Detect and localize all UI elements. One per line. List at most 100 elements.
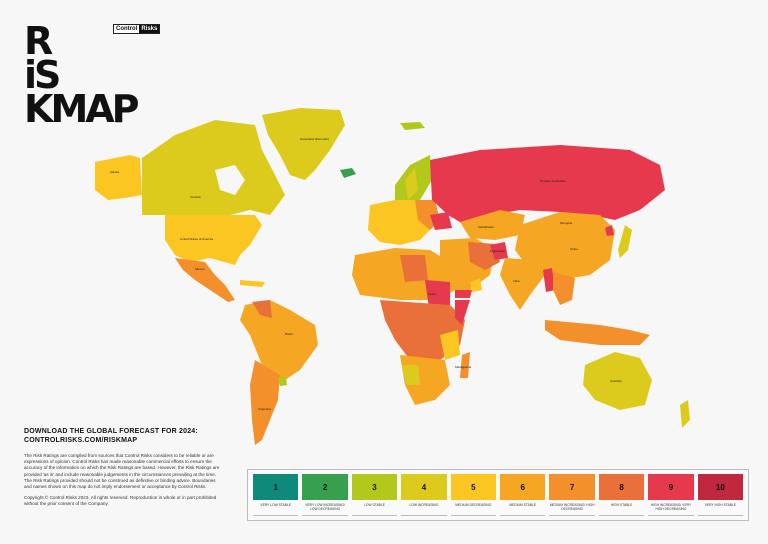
region-greenland[interactable] <box>262 108 345 180</box>
legend-divider <box>302 515 348 516</box>
region-somalia[interactable] <box>455 300 470 325</box>
region-mexico[interactable] <box>175 258 235 302</box>
legend-swatch-3: 3 <box>351 474 398 500</box>
label-india: India <box>513 279 520 283</box>
label-mongolia: Mongolia <box>560 221 573 225</box>
legend-swatch-10: 10 <box>697 474 744 500</box>
region-indonesia[interactable] <box>545 320 650 345</box>
legend-divider <box>697 515 744 516</box>
legend-label-6: Medium stable <box>509 503 537 507</box>
region-namibia[interactable] <box>402 365 420 385</box>
legend-item-4: 4 Low increasing <box>401 474 447 516</box>
region-libya[interactable] <box>400 255 428 282</box>
legend-divider <box>401 515 447 516</box>
region-yemen[interactable] <box>455 290 472 298</box>
region-alaska[interactable] <box>95 155 142 200</box>
label-russia: Russian Federation <box>540 179 566 183</box>
download-link[interactable]: CONTROLRISKS.COM/RISKMAP <box>24 437 138 444</box>
legend-swatch-8: 8 <box>598 474 645 500</box>
legend-label-9: High increasing/ very high decreasing <box>650 503 692 511</box>
copyright-text: Copyright © Control Risks 2023. All righ… <box>24 495 217 507</box>
legend-item-9: 9 High increasing/ very high decreasing <box>648 474 694 516</box>
legend-divider <box>500 515 546 516</box>
label-china: China <box>570 247 578 251</box>
legend-divider <box>598 515 645 516</box>
download-heading-line1: DOWNLOAD THE GLOBAL FORECAST FOR 2024: <box>24 428 198 435</box>
legend-item-3: 3 Low stable <box>351 474 398 516</box>
legend-label-1: Very low stable <box>260 503 291 507</box>
legend-label-4: Low increasing <box>409 503 439 507</box>
legend-label-8: High stable <box>610 503 633 507</box>
region-india[interactable] <box>500 258 545 310</box>
legend-divider <box>648 515 694 516</box>
legend-swatch-6: 6 <box>500 474 546 500</box>
legend-divider <box>549 515 595 516</box>
riskmap-title: R iS KMAP <box>24 19 140 131</box>
label-kazakhstan: Kazakhstan <box>478 225 494 229</box>
download-heading: DOWNLOAD THE GLOBAL FORECAST FOR 2024: C… <box>24 427 224 445</box>
world-risk-map: Alaska Canada Greenland (Denmark) United… <box>60 90 760 460</box>
region-new-zealand[interactable] <box>680 400 690 428</box>
label-madagascar: Madagascar <box>455 365 472 369</box>
region-venezuela[interactable] <box>252 300 272 318</box>
legend-item-7: 7 Medium increasing/ high decreasing <box>549 474 595 516</box>
legend-swatch-7: 7 <box>549 474 595 500</box>
info-panel: DOWNLOAD THE GLOBAL FORECAST FOR 2024: C… <box>24 427 224 513</box>
risk-legend: 1 Very low stable 2 Very low increasing/… <box>247 469 749 521</box>
legend-item-5: 5 Medium decreasing <box>450 474 497 516</box>
title-r: R <box>24 19 53 63</box>
disclaimer-text: The Risk Ratings are compiled from sourc… <box>24 453 220 490</box>
region-brazil[interactable] <box>240 300 318 385</box>
legend-label-3: Low stable <box>364 503 385 507</box>
label-alaska: Alaska <box>110 170 119 174</box>
legend-item-1: 1 Very low stable <box>253 474 299 516</box>
region-uruguay[interactable] <box>278 376 287 386</box>
region-se-asia[interactable] <box>553 272 575 305</box>
legend-label-7: Medium increasing/ high decreasing <box>549 503 595 511</box>
legend-divider <box>253 515 299 516</box>
legend-label-2: Very low increasing/ low decreasing <box>305 503 345 511</box>
region-sweden[interactable] <box>405 168 418 200</box>
region-russia[interactable] <box>430 145 665 225</box>
label-greenland: Greenland (Denmark) <box>300 137 329 141</box>
region-canada[interactable] <box>142 120 285 215</box>
region-japan[interactable] <box>618 225 632 258</box>
legend-swatch-4: 4 <box>401 474 447 500</box>
region-north-korea[interactable] <box>605 225 614 236</box>
label-sudan: Sudan <box>428 292 437 296</box>
legend-item-6: 6 Medium stable <box>500 474 546 516</box>
control-risks-logo: Control Risks <box>113 24 161 34</box>
region-iceland[interactable] <box>340 168 356 178</box>
world-map-svg: Alaska Canada Greenland (Denmark) United… <box>95 108 690 445</box>
region-china[interactable] <box>515 212 615 280</box>
legend-item-8: 8 High stable <box>598 474 645 516</box>
region-australia[interactable] <box>583 352 652 410</box>
region-afghanistan[interactable] <box>490 242 508 260</box>
legend-swatch-2: 2 <box>302 474 348 500</box>
legend-label-5: Medium decreasing <box>455 503 492 507</box>
region-ukraine[interactable] <box>430 212 452 230</box>
label-canada: Canada <box>190 195 201 199</box>
legend-swatch-1: 1 <box>253 474 299 500</box>
legend-item-10: 10 Very high stable <box>697 474 744 516</box>
title-kmap: KMAP <box>24 87 140 131</box>
brand-control: Control <box>114 25 140 33</box>
label-mexico: Mexico <box>195 267 205 271</box>
label-afghanistan: Afghanistan <box>490 249 506 253</box>
legend-divider <box>351 515 398 516</box>
legend-swatch-5: 5 <box>450 474 497 500</box>
region-usa[interactable] <box>165 215 262 265</box>
region-myanmar[interactable] <box>543 268 555 292</box>
region-argentina[interactable] <box>250 360 280 445</box>
legend-swatch-9: 9 <box>648 474 694 500</box>
region-kazakhstan[interactable] <box>460 210 525 240</box>
region-oman[interactable] <box>470 278 482 292</box>
brand-risks: Risks <box>139 25 160 33</box>
region-madagascar[interactable] <box>460 352 470 378</box>
title-is: iS <box>24 53 61 97</box>
legend-divider <box>450 515 497 516</box>
legend-label-10: Very high stable <box>704 503 737 507</box>
legend-item-2: 2 Very low increasing/ low decreasing <box>302 474 348 516</box>
label-brazil: Brazil <box>285 332 293 336</box>
region-east-africa[interactable] <box>440 330 460 360</box>
